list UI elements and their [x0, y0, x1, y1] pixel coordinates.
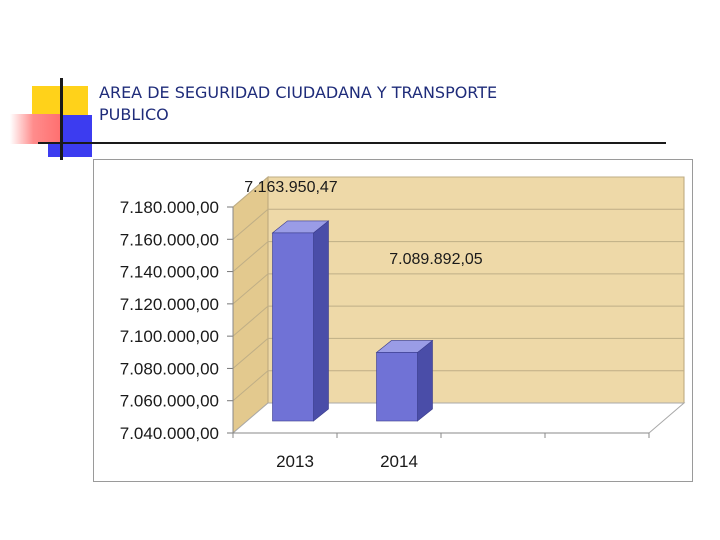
x-category-label: 2013 — [276, 452, 314, 471]
bar-chart: 7.040.000,00 7.060.000,00 7.080.000,00 7.10… — [120, 175, 686, 471]
bar-side — [417, 339, 433, 422]
y-tick-label: 7.140.000,00 — [120, 263, 219, 282]
slide-title-line-1: AREA DE SEGURIDAD CIUDADANA Y TRANSPORTE — [99, 83, 498, 102]
y-tick-label: 7.180.000,00 — [120, 198, 219, 217]
gridline — [232, 337, 684, 369]
pink-square-decoration — [10, 114, 62, 144]
y-tick-label: 7.040.000,00 — [120, 424, 219, 443]
gridline — [232, 208, 684, 240]
gridline — [232, 305, 684, 337]
title-underline — [38, 142, 666, 144]
y-tick-label: 7.100.000,00 — [120, 327, 219, 346]
data-label: 7.163.950,47 — [244, 179, 338, 196]
chart-frame: 7.040.000,00 7.060.000,00 7.080.000,00 7.10… — [93, 159, 693, 482]
bar — [376, 352, 418, 422]
chart-side-wall — [232, 175, 269, 435]
gridline — [232, 241, 684, 272]
y-tick-label: 7.080.000,00 — [120, 359, 219, 378]
y-tick-label: 7.120.000,00 — [120, 295, 219, 314]
bar-side — [313, 220, 329, 422]
gridline — [232, 273, 684, 305]
bar — [272, 232, 314, 422]
slide-title: AREA DE SEGURIDAD CIUDADANA Y TRANSPORTE… — [99, 82, 639, 126]
y-tick-label: 7.160.000,00 — [120, 230, 219, 249]
gridline — [232, 176, 684, 208]
y-tick-label: 7.060.000,00 — [120, 392, 219, 411]
chart-back-wall — [267, 176, 685, 404]
x-category-label: 2014 — [380, 452, 418, 471]
data-label: 7.089.892,05 — [389, 251, 483, 268]
slide-title-line-2: PUBLICO — [99, 105, 169, 124]
gridline — [232, 370, 684, 402]
vertical-rule-decoration — [60, 78, 63, 160]
